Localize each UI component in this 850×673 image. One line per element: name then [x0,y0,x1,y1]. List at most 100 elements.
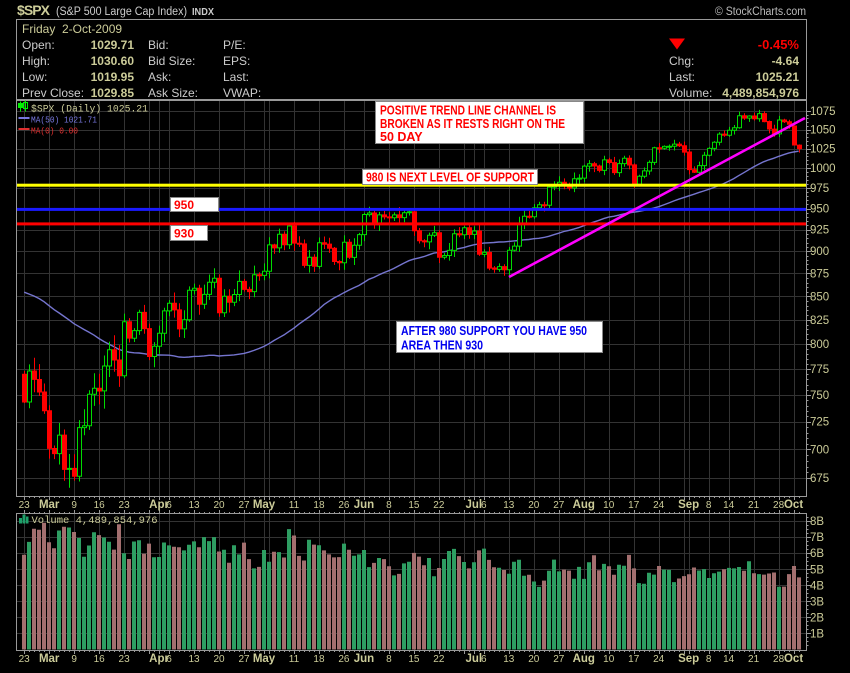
svg-text:14: 14 [723,654,735,665]
svg-text:1B: 1B [810,628,824,640]
svg-text:1025: 1025 [810,144,836,156]
svg-text:27: 27 [553,500,565,511]
svg-text:13: 13 [503,500,515,511]
svg-text:9: 9 [71,654,77,665]
svg-text:700: 700 [810,444,829,456]
svg-text:BROKEN AS IT RESTS RIGHT ON TH: BROKEN AS IT RESTS RIGHT ON THE [380,117,565,131]
svg-text:8: 8 [706,654,712,665]
svg-text:8B: 8B [810,516,824,528]
svg-text:20: 20 [213,500,225,511]
svg-text:EPS:: EPS: [223,54,250,68]
svg-text:Jul: Jul [466,653,483,665]
svg-text:Oct: Oct [784,499,803,511]
svg-text:8: 8 [386,500,392,511]
svg-text:950: 950 [174,198,194,212]
svg-text:(S&P 500 Large Cap Index): (S&P 500 Large Cap Index) [56,6,187,18]
svg-text:Bid Size:: Bid Size: [148,54,195,68]
svg-text:23: 23 [19,500,31,511]
svg-text:1050: 1050 [810,125,836,137]
svg-text:22: 22 [433,654,445,665]
svg-text:23: 23 [119,654,131,665]
svg-text:5B: 5B [810,564,824,576]
svg-text:27: 27 [553,654,565,665]
svg-text:21: 21 [748,654,760,665]
svg-text:POSITIVE TREND LINE CHANNEL IS: POSITIVE TREND LINE CHANNEL IS [380,104,556,118]
svg-text:Apr: Apr [149,653,169,665]
svg-text:11: 11 [289,500,300,511]
svg-text:6: 6 [166,500,172,511]
svg-text:4B: 4B [810,580,824,592]
svg-text:1030.60: 1030.60 [91,54,135,68]
svg-text:Low:: Low: [22,70,47,84]
svg-text:AFTER 980 SUPPORT YOU HAVE 950: AFTER 980 SUPPORT YOU HAVE 950 [401,323,587,338]
svg-text:1075: 1075 [810,106,836,118]
svg-text:17: 17 [628,500,640,511]
svg-text:725: 725 [810,417,829,429]
svg-text:May: May [253,653,276,665]
svg-text:21: 21 [748,500,760,511]
svg-text:16: 16 [94,500,106,511]
svg-text:Ask Size:: Ask Size: [148,86,198,100]
svg-text:16: 16 [94,654,106,665]
svg-text:-4.64: -4.64 [772,54,800,68]
svg-text:1025.21: 1025.21 [756,70,800,84]
svg-text:3B: 3B [810,596,824,608]
svg-text:750: 750 [810,390,829,402]
svg-text:AREA THEN 930: AREA THEN 930 [401,338,483,353]
svg-text:13: 13 [189,654,201,665]
svg-text:50 DAY: 50 DAY [380,130,423,144]
svg-text:Mar: Mar [39,653,60,665]
svg-text:Volume:: Volume: [669,86,712,100]
svg-text:925: 925 [810,225,829,237]
svg-text:Apr: Apr [149,499,169,511]
svg-text:26: 26 [338,500,350,511]
svg-text:900: 900 [810,246,829,258]
svg-text:Aug: Aug [573,653,595,665]
svg-text:20: 20 [213,654,225,665]
svg-text:-0.45%: -0.45% [758,37,800,52]
svg-text:24: 24 [653,654,665,665]
svg-text:18: 18 [313,654,325,665]
svg-text:775: 775 [810,364,829,376]
svg-text:6: 6 [481,654,487,665]
svg-text:Sep: Sep [678,499,699,511]
svg-text:May: May [253,499,276,511]
svg-text:Last:: Last: [669,70,695,84]
svg-text:10: 10 [603,654,615,665]
svg-text:Last:: Last: [223,70,249,84]
svg-text:8: 8 [706,500,712,511]
svg-text:800: 800 [810,339,829,351]
svg-text:Mar: Mar [39,499,60,511]
svg-text:Open:: Open: [22,38,55,52]
svg-text:13: 13 [503,654,515,665]
svg-text:18: 18 [313,500,325,511]
svg-text:850: 850 [810,291,829,303]
svg-text:MA(0) 0.00: MA(0) 0.00 [31,125,78,136]
svg-text:© StockCharts.com: © StockCharts.com [715,6,806,18]
svg-text:2B: 2B [810,612,824,624]
svg-text:Friday 2-Oct-2009: Friday 2-Oct-2009 [22,22,122,36]
svg-text:27: 27 [238,500,250,511]
svg-text:$SPX: $SPX [17,2,51,18]
svg-text:P/E:: P/E: [223,38,246,52]
svg-text:4,489,854,976: 4,489,854,976 [722,86,799,100]
svg-text:1029.85: 1029.85 [91,86,135,100]
svg-text:9: 9 [71,500,77,511]
svg-text:Aug: Aug [573,499,595,511]
svg-text:28: 28 [773,654,785,665]
svg-text:6: 6 [166,654,172,665]
svg-text:1029.71: 1029.71 [91,38,135,52]
svg-text:Jun: Jun [354,653,374,665]
svg-text:High:: High: [22,54,50,68]
svg-text:28: 28 [773,500,785,511]
svg-text:Volume 4,489,854,976: Volume 4,489,854,976 [32,515,158,527]
svg-text:Prev Close:: Prev Close: [22,86,84,100]
svg-text:675: 675 [810,473,829,485]
svg-text:24: 24 [653,500,665,511]
svg-text:8: 8 [386,654,392,665]
svg-text:950: 950 [810,204,829,216]
svg-text:$SPX (Daily) 1025.21: $SPX (Daily) 1025.21 [31,104,148,116]
svg-text:980 IS NEXT LEVEL OF SUPPORT: 980 IS NEXT LEVEL OF SUPPORT [366,171,534,185]
svg-text:6B: 6B [810,548,824,560]
svg-text:Ask:: Ask: [148,70,171,84]
